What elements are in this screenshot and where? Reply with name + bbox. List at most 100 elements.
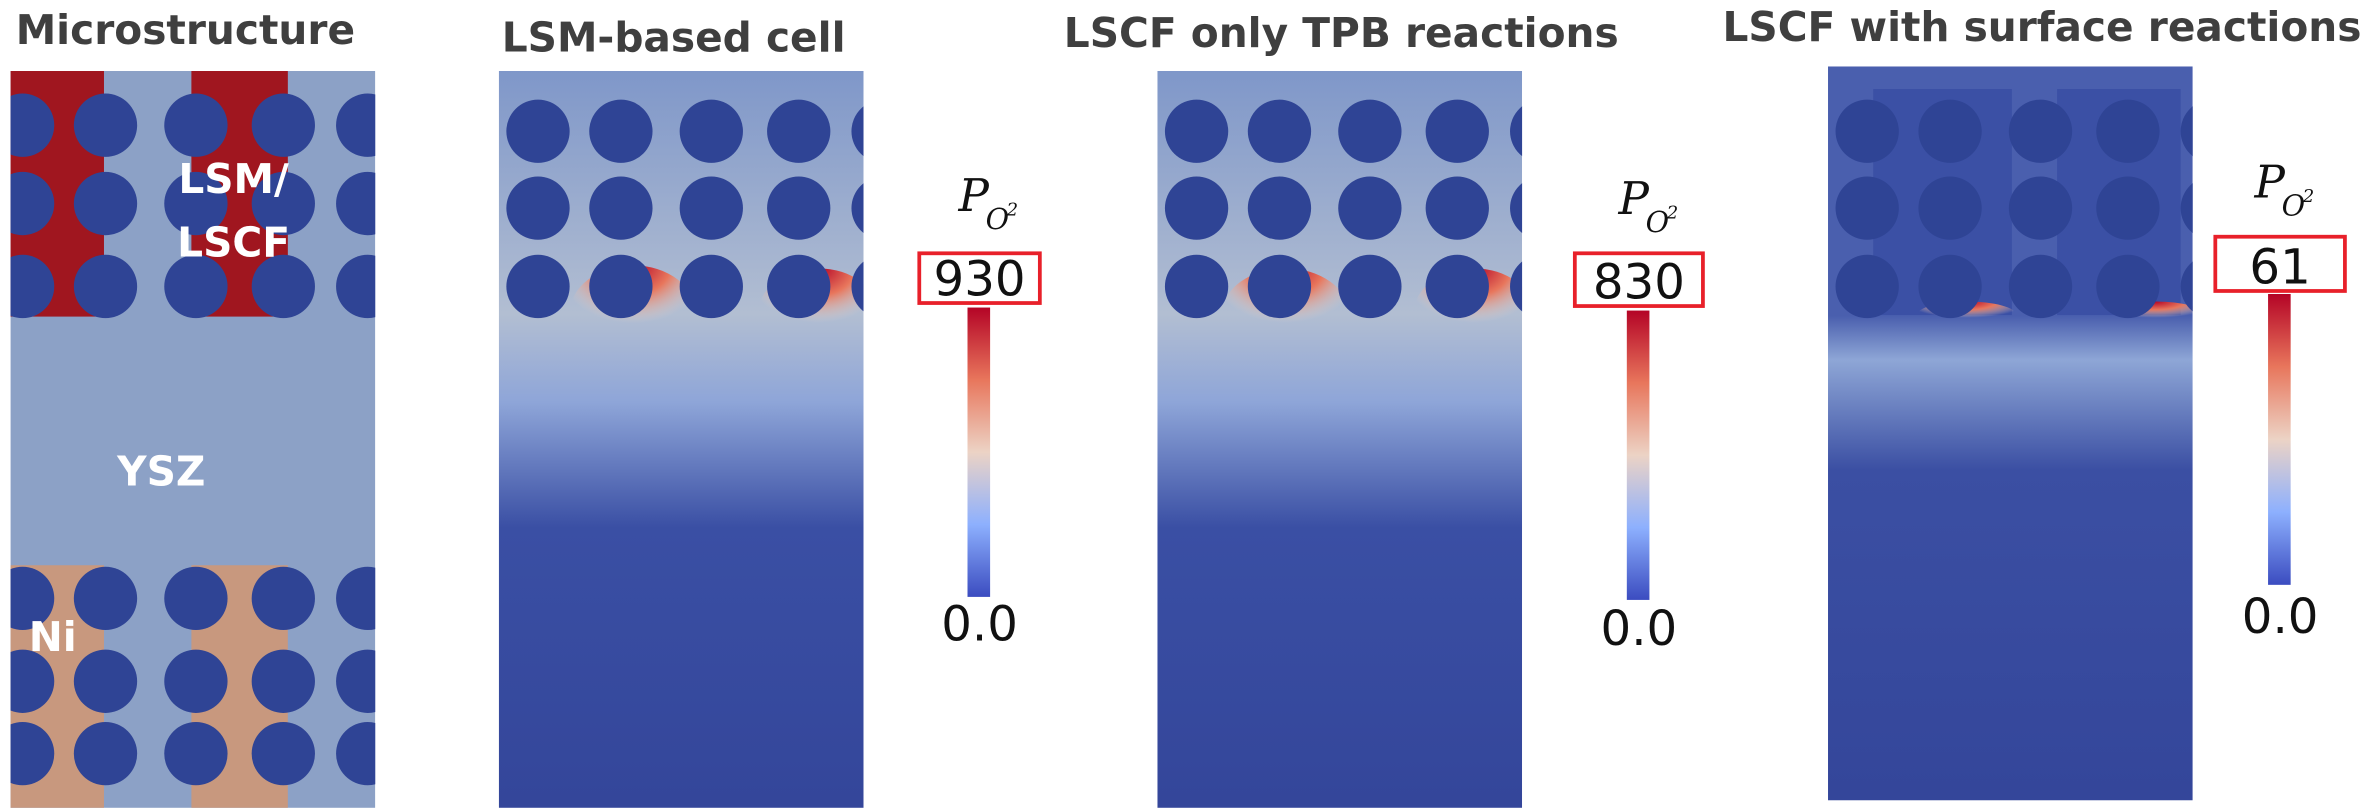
particle	[2180, 183, 2193, 233]
symbol-subscript: O	[2282, 189, 2305, 223]
particle	[10, 566, 55, 631]
particle	[336, 566, 376, 631]
particle	[164, 721, 228, 786]
colorbar-min: 0.0	[941, 597, 1018, 653]
particle	[336, 254, 376, 319]
particle	[506, 99, 570, 163]
max-highlight	[2213, 234, 2347, 293]
particle	[1164, 99, 1229, 163]
particle	[679, 99, 743, 163]
symbol-superscript: 2	[2302, 186, 2315, 207]
colorbar	[1626, 310, 1650, 600]
particle	[10, 93, 55, 157]
particle	[73, 649, 138, 713]
particle	[1425, 254, 1489, 319]
symbol-superscript: 2	[1006, 200, 1019, 221]
particle	[506, 176, 570, 240]
particle	[767, 176, 831, 240]
particle	[10, 721, 55, 786]
particle	[2008, 99, 2073, 163]
particle	[251, 721, 315, 786]
particle	[164, 171, 228, 236]
particle	[251, 566, 315, 631]
panel	[10, 70, 376, 808]
particle	[1510, 261, 1523, 312]
particle	[336, 721, 376, 786]
particle	[1164, 254, 1229, 319]
max-highlight	[917, 251, 1042, 305]
colorbar-max: 930	[934, 251, 1026, 307]
panel-title: LSCF with surface reactions	[1723, 3, 2362, 51]
particle	[73, 254, 138, 319]
particle	[767, 254, 831, 319]
region-label: LSM/	[178, 155, 289, 203]
particle	[851, 106, 864, 157]
colorbar-min: 0.0	[1601, 601, 1678, 657]
particle	[1247, 176, 1312, 240]
particle	[164, 254, 228, 319]
symbol-subscript: O	[1646, 205, 1669, 239]
particle	[506, 254, 570, 319]
particle	[1164, 176, 1229, 240]
particle	[251, 93, 315, 157]
panel-title: LSM-based cell	[502, 13, 846, 61]
region-label: YSZ	[116, 447, 205, 495]
colorbar-max: 830	[1593, 255, 1685, 311]
particle	[679, 254, 743, 319]
particle	[2180, 106, 2193, 157]
particle	[589, 99, 653, 163]
colorbar-max: 61	[2249, 239, 2310, 295]
region-label: Ni	[29, 613, 77, 661]
particle	[1918, 254, 1982, 319]
particle	[1247, 254, 1312, 319]
particle	[2180, 261, 2193, 312]
particle	[1835, 254, 1899, 319]
panel-title: Microstructure	[16, 6, 355, 54]
region-label: LSCF	[177, 218, 290, 266]
particle	[1835, 99, 1899, 163]
particle	[10, 649, 55, 713]
particle	[1338, 254, 1402, 319]
particle	[251, 171, 315, 236]
particle	[851, 183, 864, 233]
panels	[10, 66, 2193, 808]
symbol: P	[1618, 172, 1651, 225]
particle	[1510, 106, 1523, 157]
particle	[336, 649, 376, 713]
particle	[1510, 183, 1523, 233]
colorbar	[2268, 293, 2291, 585]
particle	[1247, 99, 1312, 163]
panel	[498, 70, 864, 808]
particle	[10, 171, 55, 236]
particle	[851, 261, 864, 312]
colorbar-min: 0.0	[2242, 589, 2319, 645]
particle	[251, 649, 315, 713]
particle	[164, 649, 228, 713]
particle	[73, 171, 138, 236]
colorbar	[967, 307, 991, 597]
panel	[1828, 66, 2193, 801]
particle	[336, 171, 376, 236]
particle	[1338, 99, 1402, 163]
particle	[679, 176, 743, 240]
panel-title: LSCF only TPB reactions	[1064, 9, 1619, 57]
particle	[1835, 176, 1899, 240]
particle	[2096, 254, 2160, 319]
symbol: P	[2253, 156, 2286, 209]
particle	[10, 254, 55, 319]
particle	[164, 566, 228, 631]
max-highlight	[1572, 251, 1705, 308]
particle	[1338, 176, 1402, 240]
panel	[1157, 70, 1523, 808]
particle	[2008, 176, 2073, 240]
particle	[767, 99, 831, 163]
particle	[336, 93, 376, 157]
particle	[164, 93, 228, 157]
particle	[251, 254, 315, 319]
particle	[1425, 176, 1489, 240]
particle	[1918, 99, 1982, 163]
particle	[2096, 176, 2160, 240]
particle	[2096, 99, 2160, 163]
